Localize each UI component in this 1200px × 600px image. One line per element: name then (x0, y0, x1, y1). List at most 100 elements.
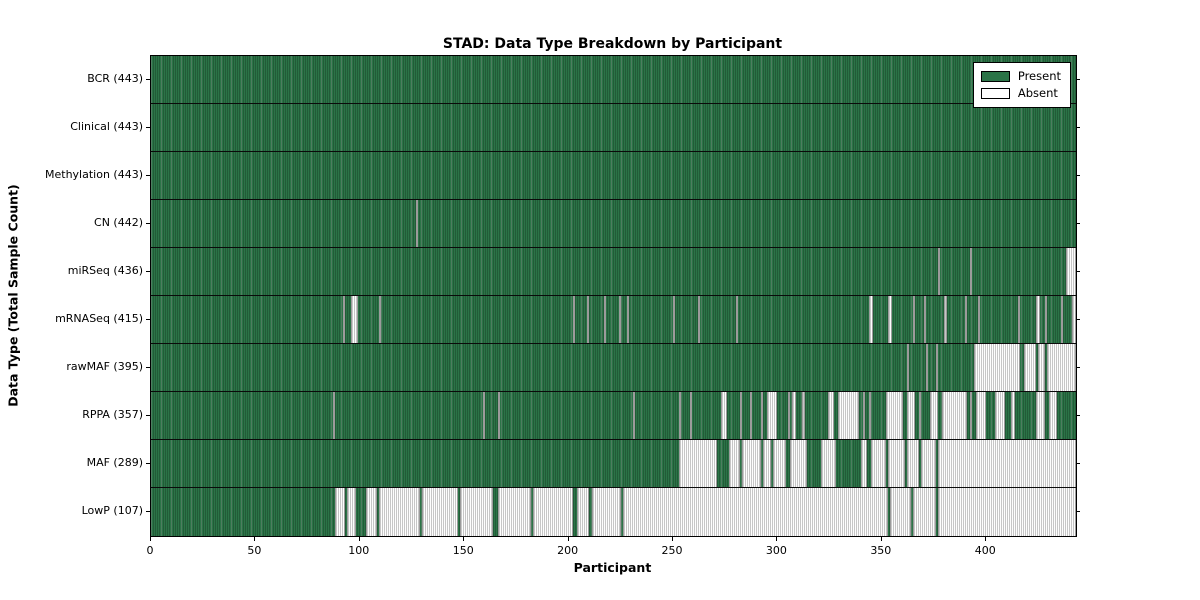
absent-segment (347, 488, 356, 536)
y-tick-mark (146, 511, 150, 512)
chart-title: STAD: Data Type Breakdown by Participant (442, 36, 783, 52)
absent-segment (969, 248, 972, 295)
absent-segment (929, 392, 939, 439)
y-tick-label: Clinical (443) (70, 120, 143, 133)
x-tick-mark (985, 537, 987, 541)
absent-segment (533, 488, 573, 536)
y-axis-tick-labels: BCR (443) Clinical (443) Methylation (443)… (0, 55, 143, 535)
absent-segment (938, 440, 1076, 487)
absent-segment (792, 392, 797, 439)
absent-segment (837, 392, 859, 439)
x-axis-ticks: 0 50 100 150 200 250 300 350 400 (147, 536, 1075, 560)
absent-segment (627, 296, 630, 343)
absent-segment (766, 392, 778, 439)
absent-segment (679, 440, 717, 487)
absent-segment (802, 392, 805, 439)
absent-segment (1023, 344, 1037, 391)
absent-segment (729, 440, 740, 487)
absent-segment (760, 392, 763, 439)
absent-segment (1011, 392, 1016, 439)
absent-segment (869, 296, 874, 343)
absent-segment (942, 392, 968, 439)
absent-swatch-icon (980, 88, 1010, 99)
absent-segment (1046, 344, 1076, 391)
absent-segment (906, 392, 916, 439)
absent-segment (936, 344, 939, 391)
y-tick-label: Methylation (443) (45, 168, 143, 181)
absent-segment (378, 296, 381, 343)
y-tick-mark (1076, 511, 1080, 512)
absent-segment (1065, 248, 1076, 295)
plot-area: Present Absent (150, 55, 1077, 537)
legend-entry-absent: Absent (980, 85, 1061, 102)
absent-segment (633, 392, 636, 439)
absent-segment (975, 392, 987, 439)
absent-segment (860, 440, 868, 487)
absent-segment (919, 392, 922, 439)
absent-segment (787, 392, 790, 439)
absent-segment (821, 440, 836, 487)
absent-segment (923, 296, 926, 343)
absent-segment (938, 248, 941, 295)
absent-segment (679, 392, 682, 439)
absent-segment (1044, 296, 1047, 343)
absent-segment (416, 200, 419, 247)
x-tick-label: 350 (870, 544, 892, 557)
absent-segment (572, 296, 575, 343)
row-miRSeq (151, 248, 1076, 296)
row-Clinical (151, 104, 1076, 152)
absent-segment (1061, 296, 1064, 343)
absent-segment (888, 296, 893, 343)
present-swatch-icon (980, 71, 1010, 82)
y-tick-mark (146, 463, 150, 464)
absent-segment (1071, 296, 1076, 343)
absent-segment (906, 344, 909, 391)
y-axis-label: Data Type (Total Sample Count) (5, 184, 21, 407)
x-tick-mark (776, 537, 778, 541)
y-tick-label: miRSeq (436) (67, 264, 143, 277)
absent-segment (921, 440, 937, 487)
y-tick-mark (146, 223, 150, 224)
absent-segment (750, 392, 753, 439)
absent-segment (994, 392, 1005, 439)
absent-segment (698, 296, 701, 343)
absent-segment (334, 488, 346, 536)
row-rawMAF (151, 344, 1076, 392)
absent-segment (973, 344, 1020, 391)
legend-entry-present: Present (980, 68, 1061, 85)
absent-segment (1048, 392, 1058, 439)
y-tick-mark (1076, 415, 1080, 416)
x-tick-mark (672, 537, 673, 541)
x-tick-label: 100 (348, 544, 370, 557)
y-tick-mark (1076, 127, 1080, 128)
y-tick-label: BCR (443) (87, 72, 143, 85)
row-CN (151, 200, 1076, 248)
y-tick-label: RPPA (357) (82, 408, 143, 421)
y-tick-mark (146, 79, 150, 80)
absent-segment (591, 488, 621, 536)
row-mRNASeq (151, 296, 1076, 344)
row-BCR (151, 56, 1076, 104)
y-tick-label: rawMAF (395) (66, 360, 143, 373)
row-MAF (151, 440, 1076, 488)
absent-segment (871, 440, 886, 487)
y-tick-mark (1076, 271, 1080, 272)
absent-segment (888, 440, 905, 487)
x-tick-mark (358, 537, 360, 541)
absent-segment (969, 392, 972, 439)
absent-segment (925, 344, 928, 391)
absent-segment (938, 488, 1076, 536)
absent-segment (332, 392, 335, 439)
legend-label-present: Present (1017, 68, 1061, 83)
x-tick-label: 400 (974, 544, 996, 557)
x-tick-mark (150, 537, 151, 541)
absent-segment (366, 488, 377, 536)
y-tick-mark (146, 415, 150, 416)
y-tick-mark (146, 271, 150, 272)
absent-segment (944, 296, 947, 343)
y-tick-label: LowP (107) (81, 504, 143, 517)
x-axis-label: Participant (573, 560, 652, 575)
absent-segment (576, 488, 590, 536)
absent-segment (762, 440, 772, 487)
